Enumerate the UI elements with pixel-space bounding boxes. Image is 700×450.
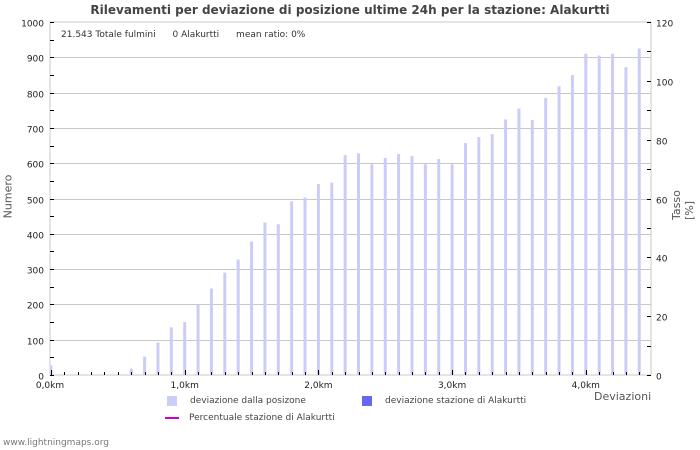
chart-title: Rilevamenti per deviazione di posizione … (90, 3, 610, 17)
bar (196, 304, 200, 375)
y-axis-right-label: Tasso [%] (670, 190, 696, 220)
svg-text:1000: 1000 (21, 20, 44, 30)
bar (276, 224, 280, 375)
legend-label: deviazione stazione di Alakurtti (385, 396, 527, 406)
bar (183, 322, 187, 375)
bar (570, 74, 574, 375)
legend-line-swatch (165, 417, 179, 419)
chart-stats: 21.543 Totale fulmini 0 Alakurtti mean r… (61, 30, 319, 40)
bar (437, 158, 441, 375)
legend-swatch-dark (362, 396, 372, 406)
bar (303, 197, 307, 375)
svg-text:120: 120 (656, 20, 673, 30)
total-strikes: 21.543 Totale fulmini (61, 30, 156, 40)
bar (156, 342, 160, 375)
bar (290, 201, 294, 375)
svg-text:300: 300 (27, 267, 44, 277)
bar (263, 222, 267, 375)
bar (490, 134, 494, 375)
bar (343, 155, 347, 375)
svg-text:800: 800 (27, 91, 44, 101)
bar (330, 182, 334, 375)
bar (116, 374, 120, 375)
bar (316, 184, 320, 375)
bar (410, 156, 414, 375)
bar (423, 164, 427, 375)
bar (637, 48, 641, 375)
bar (624, 67, 628, 376)
bar (597, 55, 601, 375)
legend-item-all: deviazione dalla posizone (167, 396, 306, 406)
svg-text:2,0km: 2,0km (304, 381, 332, 391)
bar (143, 356, 147, 375)
svg-text:900: 900 (27, 55, 44, 65)
svg-text:600: 600 (27, 161, 44, 171)
svg-text:400: 400 (27, 232, 44, 242)
svg-text:40: 40 (656, 255, 668, 265)
y-axis-left-label: Numero (1, 174, 15, 219)
svg-text:3,0km: 3,0km (438, 381, 466, 391)
bar (611, 53, 615, 376)
svg-text:500: 500 (27, 197, 44, 207)
bar (517, 108, 521, 376)
bar (530, 120, 534, 375)
plot-frame (49, 21, 652, 376)
station-count: 0 Alakurtti (172, 30, 220, 40)
bar (223, 272, 227, 375)
legend-label: deviazione dalla posizone (190, 396, 306, 406)
bar (169, 327, 173, 375)
bar (544, 97, 548, 376)
bar (450, 164, 454, 375)
mean-ratio: mean ratio: 0% (236, 30, 306, 40)
svg-text:0: 0 (38, 373, 44, 383)
bar (209, 288, 213, 375)
svg-text:4,0km: 4,0km (572, 381, 600, 391)
bar (250, 241, 254, 375)
svg-text:20: 20 (656, 314, 668, 324)
legend-label: Percentuale stazione di Alakurtti (189, 413, 335, 423)
legend-item-percentage: Percentuale stazione di Alakurtti (165, 413, 335, 423)
bar (463, 143, 467, 375)
bar (477, 137, 481, 375)
bar (357, 153, 361, 375)
footer-source: www.lightningmaps.org (3, 438, 109, 448)
legend-item-station: deviazione stazione di Alakurtti (362, 396, 526, 406)
bar (504, 119, 508, 375)
svg-text:200: 200 (27, 302, 44, 312)
svg-text:60: 60 (656, 197, 668, 207)
svg-text:0,0km: 0,0km (36, 381, 64, 391)
svg-text:100: 100 (27, 338, 44, 348)
bar (370, 164, 374, 375)
legend-swatch-light (167, 396, 177, 406)
svg-text:700: 700 (27, 126, 44, 136)
svg-text:0: 0 (656, 373, 662, 383)
bar (584, 53, 588, 376)
bar (557, 86, 561, 375)
svg-text:100: 100 (656, 79, 673, 89)
svg-text:1,0km: 1,0km (171, 381, 199, 391)
bar (383, 157, 387, 375)
bar (397, 154, 401, 375)
svg-text:80: 80 (656, 138, 668, 148)
bar (236, 259, 240, 375)
x-axis-label: Deviazioni (594, 390, 652, 403)
bar (129, 368, 133, 375)
